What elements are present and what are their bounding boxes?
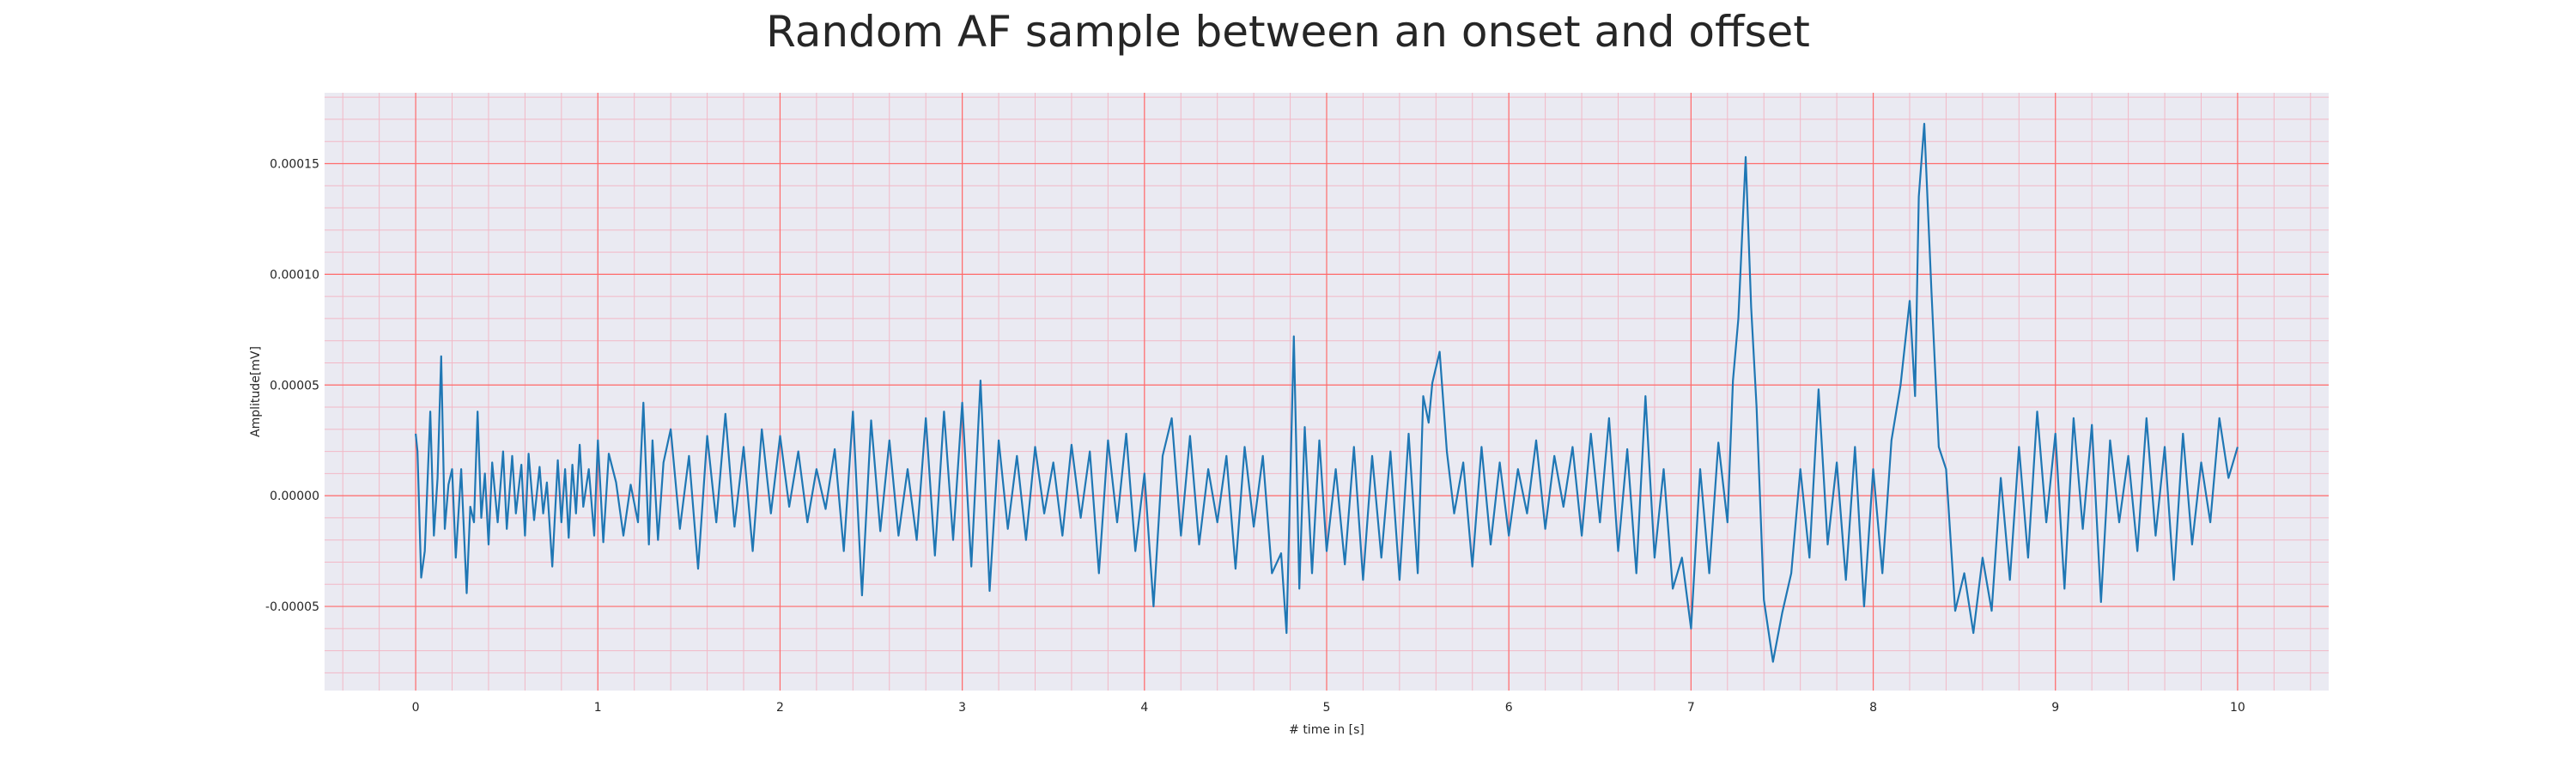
x-axis-label: # time in [s] xyxy=(1289,723,1364,737)
x-tick-label: 1 xyxy=(594,701,602,715)
y-tick-label: 0.00015 xyxy=(270,157,319,171)
major-grid xyxy=(325,93,2329,691)
x-tick-label: 10 xyxy=(2230,701,2245,715)
x-tick-label: 6 xyxy=(1505,701,1513,715)
series-line-0 xyxy=(415,123,2239,663)
x-tick-label: 8 xyxy=(1869,701,1877,715)
y-tick-label: 0.00005 xyxy=(270,379,319,393)
x-tick-label: 2 xyxy=(776,701,784,715)
chart-title: Random AF sample between an onset and of… xyxy=(766,7,1810,57)
y-axis-label: Amplitude[mV] xyxy=(249,346,263,437)
x-tick-label: 3 xyxy=(958,701,966,715)
y-axis: -0.00005 0.00000 0.00005 0.00010 0.00015 xyxy=(265,157,319,614)
y-tick-label: 0.00000 xyxy=(270,490,319,503)
x-tick-label: 4 xyxy=(1140,701,1148,715)
y-tick-label: 0.00010 xyxy=(270,268,319,282)
x-tick-label: 5 xyxy=(1323,701,1331,715)
y-tick-label: -0.00005 xyxy=(265,600,319,614)
x-tick-label: 9 xyxy=(2051,701,2059,715)
series-layer xyxy=(415,123,2239,663)
x-tick-label: 7 xyxy=(1687,701,1695,715)
x-axis: 0 1 2 3 4 5 6 7 8 9 10 xyxy=(412,701,2245,715)
x-tick-label: 0 xyxy=(412,701,420,715)
